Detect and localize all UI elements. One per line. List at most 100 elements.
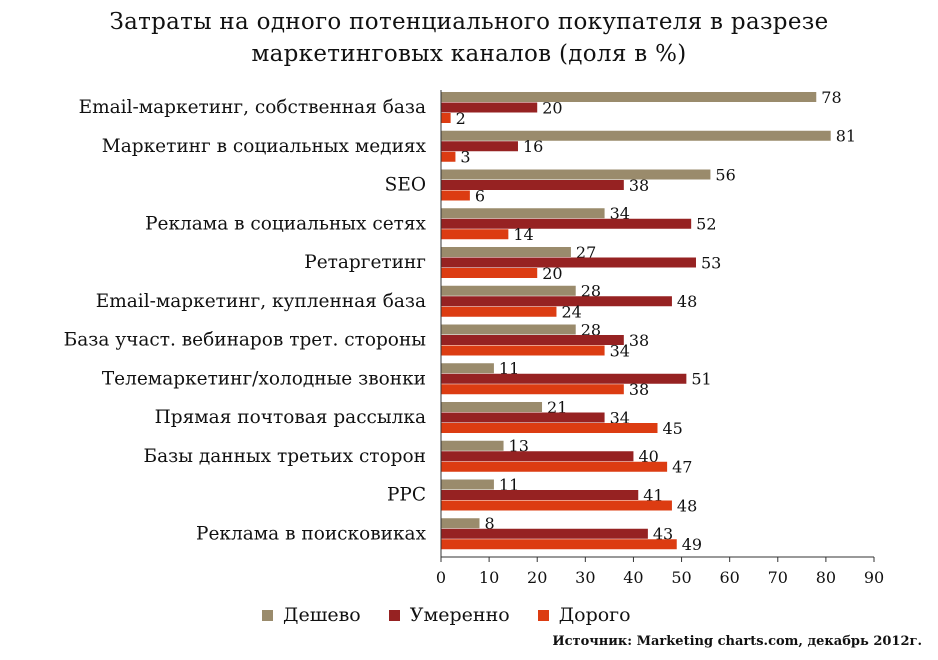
bar-group: База участ. вебинаров трет. стороны 28 383… — [64, 320, 650, 360]
bar-group: Реклама в поисковиках 8 43 49 — [196, 514, 702, 554]
category-label: Email-маркетинг, купленная база — [96, 291, 426, 312]
x-tick-label: 0 — [436, 568, 446, 587]
legend-label-cheap: Дешево — [283, 604, 361, 626]
data-label-moderate: 38 — [629, 176, 649, 195]
data-label-moderate: 40 — [638, 447, 658, 466]
data-label-moderate: 48 — [677, 292, 697, 311]
data-label-cheap: 78 — [821, 88, 841, 107]
bar-cheap — [441, 324, 576, 335]
bar-expensive — [441, 151, 456, 162]
category-label: Прямая почтовая рассылка — [155, 407, 426, 428]
bar-group: Email-маркетинг, купленная база 28 48 24 — [96, 282, 698, 322]
bar-group: Базы данных третьих сторон 13 40 47 — [144, 437, 693, 477]
bar-moderate — [441, 141, 518, 152]
data-label-expensive: 6 — [475, 186, 485, 205]
bar-expensive — [441, 306, 557, 317]
bar-moderate — [441, 257, 696, 268]
bar-group: Прямая почтовая рассылка 21 34 45 — [155, 398, 683, 438]
legend-swatch-expensive — [537, 609, 549, 621]
data-label-expensive: 2 — [456, 109, 466, 128]
data-label-cheap: 21 — [547, 398, 567, 417]
x-tick-label: 80 — [816, 568, 836, 587]
x-tick-label: 90 — [864, 568, 884, 587]
data-label-cheap: 27 — [576, 243, 596, 262]
bar-cheap — [441, 440, 504, 451]
data-label-moderate: 20 — [542, 98, 562, 117]
data-label-cheap: 28 — [581, 282, 601, 301]
bar-moderate — [441, 102, 538, 113]
category-label: База участ. вебинаров трет. стороны — [64, 330, 427, 351]
bar-cheap — [441, 130, 831, 141]
bar-cheap — [441, 363, 494, 374]
data-label-expensive: 49 — [682, 535, 702, 554]
data-label-moderate: 53 — [701, 253, 721, 272]
data-label-moderate: 52 — [696, 215, 716, 234]
legend-item-moderate: Умеренно — [388, 604, 510, 626]
bar-expensive — [441, 113, 451, 123]
bar-expensive — [441, 500, 672, 511]
chart-title-line-2: маркетинговых каналов (доля в %) — [251, 41, 687, 67]
legend-label-moderate: Умеренно — [409, 604, 510, 626]
x-tick-label: 30 — [575, 568, 595, 587]
bar-group: Маркетинг в социальных медиях 81 16 3 — [102, 127, 856, 167]
bar-cheap — [441, 479, 494, 490]
legend-label-expensive: Дорого — [558, 604, 631, 626]
data-label-cheap: 81 — [836, 127, 856, 146]
data-label-expensive: 14 — [513, 225, 533, 244]
data-label-expensive: 45 — [663, 419, 683, 438]
category-label: Телемаркетинг/холодные звонки — [102, 368, 426, 389]
bar-cheap — [441, 518, 480, 529]
bar-expensive — [441, 268, 538, 278]
bar-expensive — [441, 190, 470, 201]
bar-moderate — [441, 296, 672, 307]
source-note: Источник: Marketing charts.com, декабрь … — [552, 634, 922, 649]
category-label: PPC — [387, 485, 426, 506]
category-label: Email-маркетинг, собственная база — [79, 97, 426, 118]
bar-moderate — [441, 412, 605, 423]
bar-group: SEO 56 38 6 — [385, 165, 736, 205]
bar-group: PPC 11 41 48 — [387, 475, 697, 515]
bar-expensive — [441, 384, 624, 395]
data-label-moderate: 43 — [653, 525, 673, 544]
chart-title-line-1: Затраты на одного потенциального покупат… — [109, 9, 829, 35]
data-label-cheap: 8 — [484, 514, 494, 533]
legend: Дешево Умеренно Дорого — [262, 604, 659, 626]
bar-group: Реклама в социальных сетях 34 52 14 — [145, 204, 716, 244]
bar-expensive — [441, 461, 668, 472]
category-label: Реклама в социальных сетях — [145, 213, 426, 234]
data-label-moderate: 41 — [643, 486, 663, 505]
bar-moderate — [441, 180, 624, 190]
bar-moderate — [441, 335, 624, 345]
bar-moderate — [441, 218, 692, 229]
bar-cheap — [441, 285, 576, 296]
category-label: SEO — [385, 175, 426, 196]
data-label-moderate: 34 — [610, 408, 630, 427]
category-label: Базы данных третьих сторон — [144, 446, 426, 467]
legend-swatch-moderate — [388, 609, 400, 621]
x-tick-label: 60 — [719, 568, 739, 587]
bar-expensive — [441, 423, 658, 433]
data-label-cheap: 11 — [499, 475, 519, 494]
category-label: Ретаргетинг — [304, 252, 426, 273]
bar-chart: Email-маркетинг, собственная база 78202Ма… — [64, 88, 885, 587]
bar-cheap — [441, 402, 543, 412]
data-label-expensive: 34 — [610, 341, 630, 360]
legend-swatch-cheap — [262, 609, 273, 621]
data-label-cheap: 28 — [581, 320, 601, 339]
bar-group: Ретаргетинг 27 53 20 — [304, 243, 721, 283]
legend-item-cheap: Дешево — [262, 604, 361, 626]
x-tick-label: 20 — [527, 568, 547, 587]
bar-cheap — [441, 208, 605, 219]
bar-cheap — [441, 169, 711, 180]
bar-group: Email-маркетинг, собственная база 78 20 2 — [79, 88, 842, 128]
data-label-cheap: 34 — [610, 204, 630, 223]
data-label-expensive: 24 — [561, 303, 581, 322]
data-label-expensive: 20 — [542, 264, 562, 283]
data-label-expensive: 3 — [460, 148, 470, 167]
x-tick-label: 50 — [671, 568, 691, 587]
bar-cheap — [441, 92, 817, 102]
data-label-moderate: 38 — [629, 331, 649, 350]
chart-title: Затраты на одного потенциального покупат… — [0, 6, 938, 70]
data-label-moderate: 16 — [523, 137, 543, 156]
bar-moderate — [441, 373, 687, 384]
